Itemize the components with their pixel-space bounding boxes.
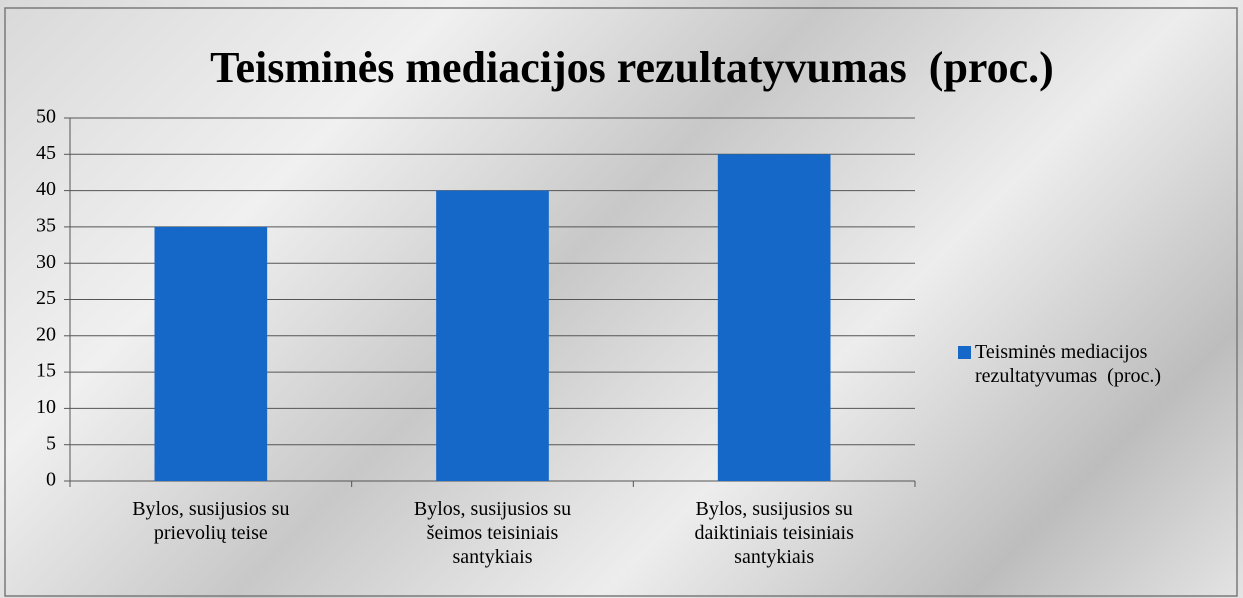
y-tick-label: 20 bbox=[36, 323, 56, 345]
y-tick-label: 50 bbox=[36, 106, 56, 128]
y-tick-label: 0 bbox=[46, 469, 56, 491]
x-tick-label: Bylos, susijusios su daiktiniais teisini… bbox=[694, 498, 859, 568]
bar bbox=[436, 190, 549, 481]
y-tick-label: 35 bbox=[36, 214, 56, 236]
x-tick-label: Bylos, susijusios su šeimos teisiniais s… bbox=[413, 498, 577, 568]
bar bbox=[717, 154, 831, 482]
x-tick-label: Bylos, susijusios su prievolių teise bbox=[132, 498, 295, 544]
y-tick-label: 10 bbox=[36, 396, 56, 418]
legend-swatch bbox=[958, 346, 971, 359]
legend-label: Teisminės mediacijos rezultatyvumas (pro… bbox=[975, 341, 1162, 387]
chart-title: Teisminės mediacijos rezultatyvumas (pro… bbox=[210, 43, 1054, 92]
chart-border bbox=[4, 7, 1238, 597]
y-tick-label: 15 bbox=[36, 360, 56, 382]
bar bbox=[154, 226, 268, 481]
y-tick-label: 5 bbox=[46, 432, 56, 454]
y-tick-label: 40 bbox=[36, 178, 56, 200]
y-tick-label: 25 bbox=[36, 287, 56, 309]
y-tick-label: 45 bbox=[36, 142, 56, 164]
y-tick-label: 30 bbox=[36, 251, 56, 273]
